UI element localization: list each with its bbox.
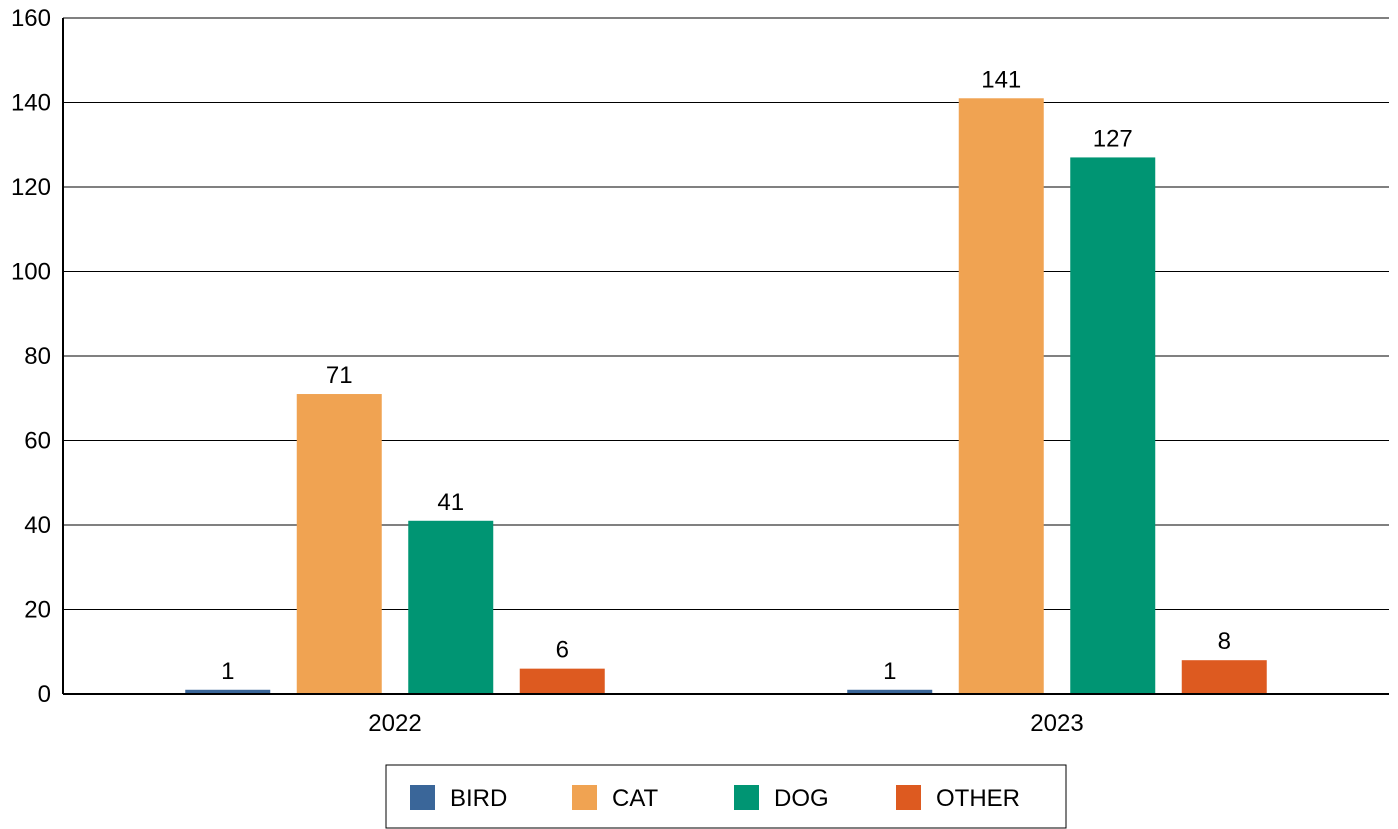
y-tick-label: 120 bbox=[11, 174, 51, 201]
y-tick-label: 160 bbox=[11, 5, 51, 32]
y-tick-label: 100 bbox=[11, 259, 51, 286]
legend-box bbox=[385, 764, 1067, 829]
y-tick-label: 0 bbox=[38, 681, 51, 708]
bar-bird-2022 bbox=[185, 689, 271, 694]
gridlines bbox=[63, 17, 1389, 695]
legend-swatch-cat bbox=[572, 785, 597, 810]
legend-label-other: OTHER bbox=[936, 785, 1020, 812]
legend: BIRD CAT DOG OTHER bbox=[385, 764, 1067, 829]
x-axis-ticks: 2022 2023 bbox=[368, 710, 1083, 737]
data-label-other-2022: 6 bbox=[556, 637, 569, 664]
legend-label-cat: CAT bbox=[612, 785, 659, 812]
legend-label-dog: DOG bbox=[774, 785, 829, 812]
legend-swatch-bird bbox=[410, 785, 435, 810]
y-tick-label: 40 bbox=[24, 512, 51, 539]
bar-other-2022 bbox=[519, 668, 605, 694]
data-label-bird-2023: 1 bbox=[883, 658, 896, 685]
data-label-dog-2022: 41 bbox=[437, 489, 464, 516]
bar-dog-2023 bbox=[1070, 157, 1156, 695]
legend-swatch-other bbox=[896, 785, 921, 810]
bars bbox=[185, 98, 1267, 695]
data-label-bird-2022: 1 bbox=[221, 658, 234, 685]
x-tick-label: 2022 bbox=[368, 710, 421, 737]
data-label-other-2023: 8 bbox=[1218, 628, 1231, 655]
bar-cat-2023 bbox=[958, 98, 1044, 694]
y-tick-label: 20 bbox=[24, 597, 51, 624]
y-tick-label: 60 bbox=[24, 428, 51, 455]
data-label-cat-2022: 71 bbox=[326, 362, 353, 389]
legend-swatch-dog bbox=[734, 785, 759, 810]
y-axis-ticks: 0 20 40 60 80 100 120 140 160 bbox=[11, 5, 51, 708]
x-tick-label: 2023 bbox=[1030, 710, 1083, 737]
data-label-dog-2023: 127 bbox=[1093, 125, 1133, 152]
axes bbox=[62, 18, 1389, 695]
bar-bird-2023 bbox=[847, 689, 933, 694]
bar-cat-2022 bbox=[296, 394, 382, 694]
legend-label-bird: BIRD bbox=[450, 785, 507, 812]
data-label-cat-2023: 141 bbox=[981, 66, 1021, 93]
bar-other-2023 bbox=[1181, 660, 1267, 694]
data-labels: 1 71 41 6 1 141 127 8 bbox=[221, 66, 1231, 685]
bar-dog-2022 bbox=[408, 520, 494, 694]
y-tick-label: 80 bbox=[24, 343, 51, 370]
y-tick-label: 140 bbox=[11, 90, 51, 117]
